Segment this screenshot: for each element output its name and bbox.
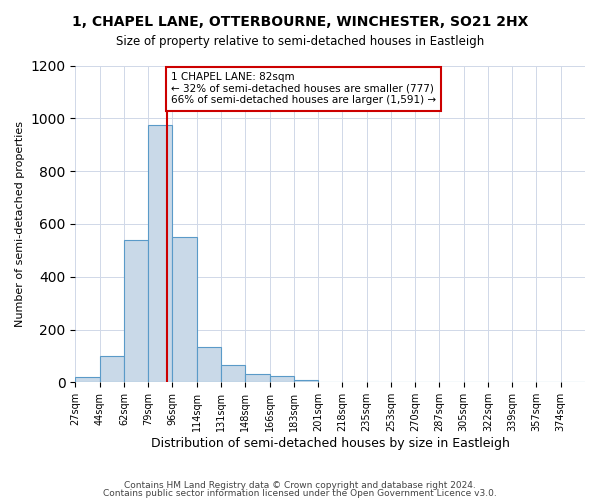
Bar xyxy=(294,380,318,382)
Bar xyxy=(76,377,100,382)
Text: 1 CHAPEL LANE: 82sqm
← 32% of semi-detached houses are smaller (777)
66% of semi: 1 CHAPEL LANE: 82sqm ← 32% of semi-detac… xyxy=(171,72,436,106)
Y-axis label: Number of semi-detached properties: Number of semi-detached properties xyxy=(15,121,25,327)
Bar xyxy=(100,356,124,382)
Text: Size of property relative to semi-detached houses in Eastleigh: Size of property relative to semi-detach… xyxy=(116,35,484,48)
Bar xyxy=(172,237,197,382)
Bar xyxy=(148,125,172,382)
Bar xyxy=(197,346,221,382)
X-axis label: Distribution of semi-detached houses by size in Eastleigh: Distribution of semi-detached houses by … xyxy=(151,437,509,450)
Bar xyxy=(245,374,269,382)
Bar xyxy=(221,365,245,382)
Bar xyxy=(269,376,294,382)
Text: Contains public sector information licensed under the Open Government Licence v3: Contains public sector information licen… xyxy=(103,488,497,498)
Text: Contains HM Land Registry data © Crown copyright and database right 2024.: Contains HM Land Registry data © Crown c… xyxy=(124,481,476,490)
Text: 1, CHAPEL LANE, OTTERBOURNE, WINCHESTER, SO21 2HX: 1, CHAPEL LANE, OTTERBOURNE, WINCHESTER,… xyxy=(72,15,528,29)
Bar xyxy=(124,240,148,382)
